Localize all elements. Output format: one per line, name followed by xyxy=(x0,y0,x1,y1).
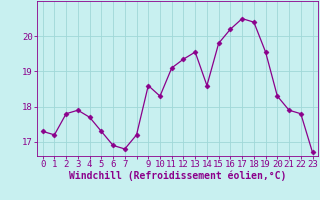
X-axis label: Windchill (Refroidissement éolien,°C): Windchill (Refroidissement éolien,°C) xyxy=(69,171,286,181)
